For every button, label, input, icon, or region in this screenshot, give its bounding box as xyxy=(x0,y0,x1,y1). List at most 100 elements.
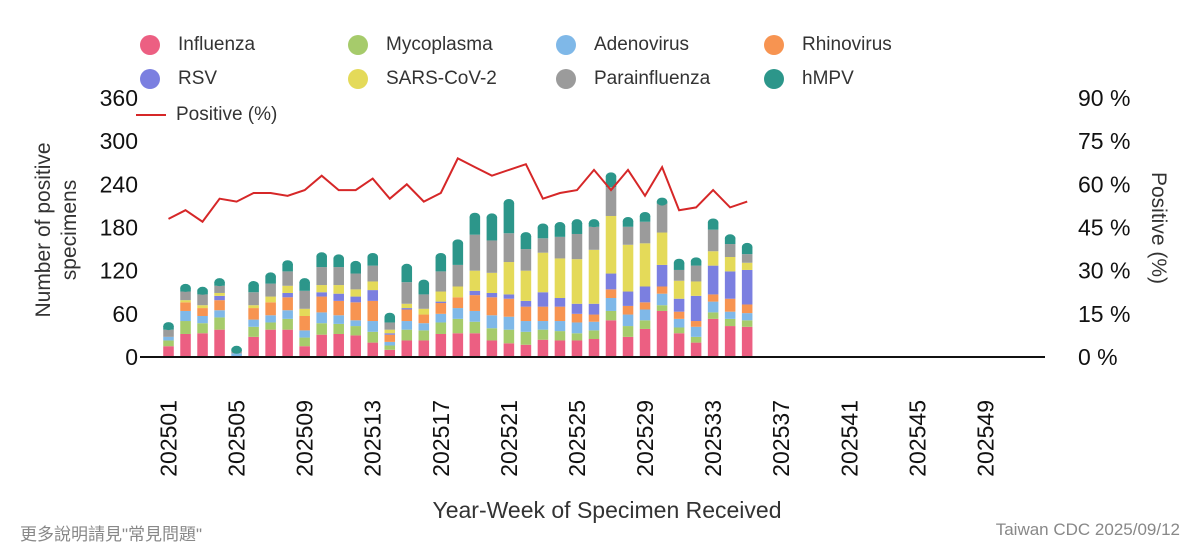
bar-adenovirus-202526 xyxy=(588,321,600,331)
bar-rsv-202524 xyxy=(554,298,566,307)
bar-parainfluenza-202529 xyxy=(639,221,651,244)
bar-parainfluenza-202515 xyxy=(401,282,413,304)
bar-adenovirus-202527 xyxy=(605,298,617,311)
bar-adenovirus-202532 xyxy=(690,326,702,337)
bar-hmpv-202518 xyxy=(452,243,464,265)
bar-rsv-202521 xyxy=(503,294,515,299)
legend-swatch xyxy=(140,69,160,89)
legend-item-sars-cov-2[interactable]: SARS-CoV-2 xyxy=(348,68,497,90)
bar-adenovirus-202506 xyxy=(248,319,259,327)
legend-item-mycoplasma[interactable]: Mycoplasma xyxy=(348,34,493,56)
y-tick-label: 120 xyxy=(100,258,138,284)
bar-parainfluenza-202523 xyxy=(537,238,549,253)
bar-rhinovirus-202516 xyxy=(418,314,430,324)
bar-cap-202531 xyxy=(673,258,685,267)
legend-item-rsv[interactable]: RSV xyxy=(140,68,217,90)
bar-adenovirus-202512 xyxy=(350,320,361,327)
bar-sars-cov-2-202521 xyxy=(503,262,515,295)
bar-influenza-202523 xyxy=(537,339,549,357)
bar-adenovirus-202510 xyxy=(316,312,327,324)
bar-rhinovirus-202532 xyxy=(690,321,702,327)
bar-parainfluenza-202517 xyxy=(435,271,447,292)
bar-cap-202526 xyxy=(588,219,600,228)
bar-parainfluenza-202528 xyxy=(622,226,634,245)
bar-parainfluenza-202514 xyxy=(384,322,396,330)
legend-item-rhinovirus[interactable]: Rhinovirus xyxy=(764,34,892,56)
source-credit: Taiwan CDC 2025/09/12 xyxy=(995,520,1180,539)
bar-hmpv-202511 xyxy=(333,258,344,268)
legend-label: Adenovirus xyxy=(594,34,690,55)
bar-cap-202503 xyxy=(197,286,208,295)
bar-sars-cov-2-202530 xyxy=(656,232,668,265)
bar-parainfluenza-202534 xyxy=(724,244,736,257)
bar-hmpv-202512 xyxy=(350,264,361,274)
bar-rsv-202517 xyxy=(435,301,447,304)
bar-cap-202529 xyxy=(639,211,651,220)
bar-sars-cov-2-202513 xyxy=(367,281,379,291)
bar-parainfluenza-202532 xyxy=(690,265,702,282)
bar-parainfluenza-202503 xyxy=(197,294,208,306)
bar-adenovirus-202530 xyxy=(656,293,668,306)
bar-influenza-202533 xyxy=(707,318,719,357)
bar-cap-202505 xyxy=(231,345,242,354)
bar-cap-202515 xyxy=(401,263,413,272)
bar-influenza-202508 xyxy=(282,329,293,357)
bar-influenza-202502 xyxy=(180,333,191,357)
bar-cap-202523 xyxy=(537,223,549,232)
legend-swatch xyxy=(764,35,784,55)
bar-influenza-202504 xyxy=(214,329,225,357)
bar-rhinovirus-202529 xyxy=(639,302,651,310)
legend-label: Positive (%) xyxy=(176,104,278,125)
bar-rhinovirus-202531 xyxy=(673,311,685,319)
bar-sars-cov-2-202514 xyxy=(384,329,396,334)
bar-parainfluenza-202520 xyxy=(486,240,498,273)
bar-influenza-202512 xyxy=(350,335,361,357)
bar-adenovirus-202529 xyxy=(639,309,651,321)
bar-adenovirus-202518 xyxy=(452,308,464,319)
bar-influenza-202525 xyxy=(571,340,583,357)
bar-rhinovirus-202520 xyxy=(486,297,498,316)
y-tick-label: 60 xyxy=(112,301,138,327)
bar-rhinovirus-202524 xyxy=(554,306,566,322)
legend-item-parainfluenza[interactable]: Parainfluenza xyxy=(556,68,710,90)
legend-item-positive-pct[interactable]: Positive (%) xyxy=(136,104,277,126)
bar-rhinovirus-202535 xyxy=(741,304,753,314)
bar-sars-cov-2-202518 xyxy=(452,286,464,298)
bar-cap-202512 xyxy=(350,260,361,269)
bar-parainfluenza-202509 xyxy=(299,290,310,309)
footnote-faq[interactable]: 更多說明請見"常見問題" xyxy=(20,525,203,544)
bar-influenza-202507 xyxy=(265,329,276,357)
bar-parainfluenza-202502 xyxy=(180,291,191,301)
bar-rhinovirus-202502 xyxy=(180,302,191,311)
bar-parainfluenza-202526 xyxy=(588,226,600,250)
bar-rsv-202526 xyxy=(588,303,600,315)
bar-sars-cov-2-202512 xyxy=(350,289,361,297)
bar-sars-cov-2-202509 xyxy=(299,308,310,316)
bar-adenovirus-202531 xyxy=(673,318,685,328)
bar-parainfluenza-202508 xyxy=(282,271,293,286)
bar-sars-cov-2-202511 xyxy=(333,285,344,294)
bar-influenza-202524 xyxy=(554,340,566,357)
bar-mycoplasma-202512 xyxy=(350,326,361,336)
bar-mycoplasma-202516 xyxy=(418,330,430,341)
bar-rhinovirus-202530 xyxy=(656,286,668,294)
bar-parainfluenza-202530 xyxy=(656,203,668,233)
x-tick-label: 202541 xyxy=(836,400,862,477)
bar-cap-202513 xyxy=(367,252,379,261)
bar-sars-cov-2-202535 xyxy=(741,262,753,270)
bar-cap-202510 xyxy=(316,252,327,261)
x-tick-label: 202521 xyxy=(496,400,522,477)
bar-hmpv-202521 xyxy=(503,203,515,234)
bar-rhinovirus-202518 xyxy=(452,297,464,309)
bar-cap-202511 xyxy=(333,254,344,263)
bar-mycoplasma-202510 xyxy=(316,323,327,335)
legend-item-adenovirus[interactable]: Adenovirus xyxy=(556,34,689,56)
bar-cap-202501 xyxy=(163,322,174,331)
legend-item-hmpv[interactable]: hMPV xyxy=(764,68,854,90)
bar-sars-cov-2-202508 xyxy=(282,285,293,293)
legend-swatch xyxy=(348,69,368,89)
legend-item-influenza[interactable]: Influenza xyxy=(140,34,255,56)
bar-sars-cov-2-202507 xyxy=(265,296,276,303)
bar-rsv-202510 xyxy=(316,292,327,297)
y2-tick-label: 90 % xyxy=(1078,85,1130,111)
